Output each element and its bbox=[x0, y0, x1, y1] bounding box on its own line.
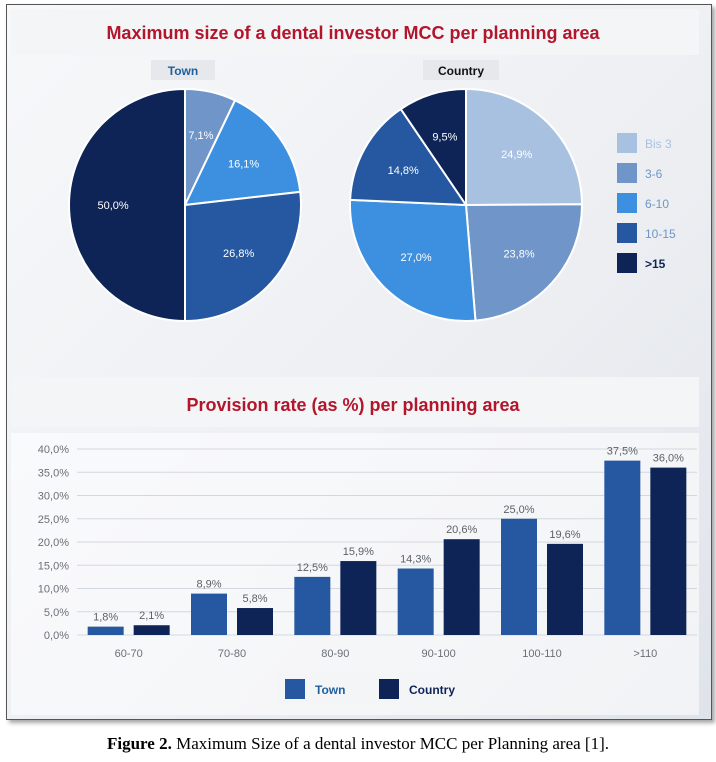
bar-value-label-town-1: 8,9% bbox=[196, 579, 221, 591]
pie-title-banner bbox=[11, 9, 699, 55]
bar-country-0 bbox=[133, 625, 170, 635]
bar-legend-label-0: Town bbox=[315, 683, 345, 697]
pie-legend-label-3: 10-15 bbox=[645, 227, 676, 241]
bar-value-label-country-0: 2,1% bbox=[139, 610, 164, 622]
country-pie: 24,9% 23,8% 27,0% 14,8% 9,5% bbox=[349, 87, 584, 322]
town-pie-header: Town bbox=[168, 64, 198, 78]
pie-legend-label-1: 3-6 bbox=[645, 167, 663, 181]
bar-ytick-label-4: 20,0% bbox=[38, 537, 69, 549]
bar-ytick-label-1: 5,0% bbox=[44, 607, 69, 619]
bar-ytick-label-2: 10,0% bbox=[38, 584, 69, 596]
town-pie-slice-label-4: 50,0% bbox=[97, 200, 128, 212]
town-pie-slice-label-1: 7,1% bbox=[188, 130, 213, 142]
pie-legend: Bis 3 3-6 6-10 10-15 >15 bbox=[617, 133, 676, 273]
bar-value-label-town-2: 12,5% bbox=[297, 562, 328, 574]
town-header-box bbox=[151, 60, 215, 80]
figure-canvas: Maximum size of a dental investor MCC pe… bbox=[7, 5, 711, 719]
bar-category-label-2: 80-90 bbox=[321, 648, 349, 660]
caption-text: Maximum Size of a dental investor MCC pe… bbox=[171, 734, 610, 753]
bar-title-banner bbox=[11, 377, 699, 427]
pie-legend-swatch-4 bbox=[617, 253, 637, 273]
bar-value-label-country-5: 36,0% bbox=[653, 453, 684, 465]
caption-label: Figure 2. bbox=[106, 734, 172, 753]
bar-value-label-town-4: 25,0% bbox=[503, 504, 534, 516]
country-header-box bbox=[423, 60, 499, 80]
bar-value-label-country-1: 5,8% bbox=[242, 593, 267, 605]
bar-legend: Town Country bbox=[277, 673, 487, 703]
bar-category-label-3: 90-100 bbox=[422, 648, 456, 660]
bar-town-0 bbox=[87, 626, 124, 635]
bar-town-4 bbox=[501, 518, 537, 635]
town-pie: 7,1% 16,1% 26,8% 50,0% bbox=[68, 87, 302, 323]
bar-ytick-label-7: 35,0% bbox=[38, 467, 69, 479]
bar-ytick-label-6: 30,0% bbox=[38, 491, 69, 503]
bar-category-label-4: 100-110 bbox=[522, 648, 562, 660]
bar-town-2 bbox=[294, 576, 331, 635]
pie-legend-swatch-1 bbox=[617, 163, 637, 183]
town-pie-slice-label-2: 16,1% bbox=[228, 158, 259, 170]
bar-category-label-0: 60-70 bbox=[115, 648, 143, 660]
bar-value-label-country-4: 19,6% bbox=[549, 529, 580, 541]
bar-panel-title: Provision rate (as %) per planning area bbox=[186, 395, 520, 415]
country-pie-slice-label-1: 23,8% bbox=[503, 249, 534, 261]
figure-caption: Figure 2. Maximum Size of a dental inves… bbox=[0, 734, 716, 754]
bar-category-label-1: 70-80 bbox=[218, 648, 246, 660]
pie-legend-label-0: Bis 3 bbox=[645, 137, 672, 151]
bar-ytick-label-8: 40,0% bbox=[38, 444, 69, 456]
bar-town-1 bbox=[191, 593, 227, 635]
figure-frame: Maximum size of a dental investor MCC pe… bbox=[6, 4, 712, 720]
bar-ytick-label-3: 15,0% bbox=[38, 560, 69, 572]
country-pie-slice-1 bbox=[464, 203, 583, 322]
pie-legend-swatch-0 bbox=[617, 133, 637, 153]
bar-town-5 bbox=[604, 460, 641, 635]
bar-country-4 bbox=[547, 543, 583, 635]
country-pie-slice-label-3: 14,8% bbox=[388, 165, 419, 177]
country-pie-slice-2 bbox=[349, 198, 477, 322]
bar-country-5 bbox=[650, 467, 687, 635]
pie-legend-label-2: 6-10 bbox=[645, 197, 669, 211]
bar-value-label-town-3: 14,3% bbox=[400, 554, 431, 566]
bar-value-label-town-0: 1,8% bbox=[93, 612, 118, 624]
bar-value-label-country-2: 15,9% bbox=[343, 546, 374, 558]
bar-value-label-town-5: 37,5% bbox=[607, 446, 638, 458]
country-pie-slice-3 bbox=[349, 107, 468, 207]
pie-legend-swatch-3 bbox=[617, 223, 637, 243]
bar-country-1 bbox=[237, 608, 273, 635]
country-pie-slice-0 bbox=[465, 87, 584, 207]
pie-legend-swatch-2 bbox=[617, 193, 637, 213]
bar-chart: 0,0% 5,0% 10,0% 15,0% 20,0% 25,0% 30,0% 35,0% 40… bbox=[38, 444, 697, 660]
bar-ytick-label-5: 25,0% bbox=[38, 514, 69, 526]
bar-legend-swatch-1 bbox=[379, 679, 399, 699]
country-pie-slice-label-2: 27,0% bbox=[401, 252, 432, 264]
country-pie-header: Country bbox=[438, 64, 484, 78]
bar-town-3 bbox=[397, 568, 434, 635]
town-pie-slice-4 bbox=[68, 87, 186, 323]
bar-ytick-label-0: 0,0% bbox=[44, 630, 69, 642]
country-pie-slice-4 bbox=[399, 87, 467, 209]
country-pie-slice-label-0: 24,9% bbox=[501, 149, 532, 161]
bar-legend-swatch-0 bbox=[285, 679, 305, 699]
bar-value-label-country-3: 20,6% bbox=[446, 524, 477, 536]
bar-country-3 bbox=[443, 539, 480, 635]
town-pie-slice-3 bbox=[184, 190, 302, 323]
country-pie-slice-label-4: 9,5% bbox=[432, 131, 457, 143]
town-pie-slice-2 bbox=[183, 99, 302, 207]
bar-legend-label-1: Country bbox=[409, 683, 455, 697]
town-pie-slice-label-3: 26,8% bbox=[223, 248, 254, 260]
bar-category-label-5: >110 bbox=[633, 648, 657, 660]
pie-panel-title: Maximum size of a dental investor MCC pe… bbox=[106, 23, 600, 43]
pie-legend-label-4: >15 bbox=[645, 257, 666, 271]
bar-country-2 bbox=[340, 561, 377, 635]
